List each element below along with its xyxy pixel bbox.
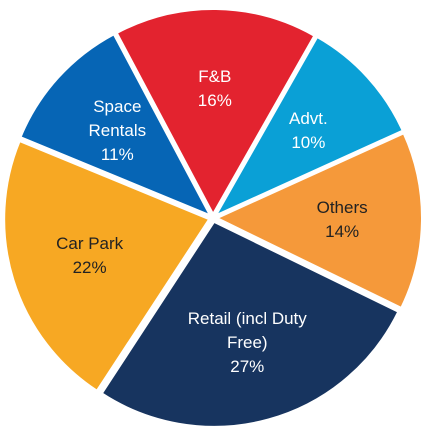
slice xyxy=(115,8,316,217)
value-label: 14% xyxy=(325,221,360,241)
slice-label: Space Rentals 11% xyxy=(77,95,157,167)
category-label: Car Park xyxy=(56,234,124,254)
category-label: Retail (incl Duty Free) xyxy=(187,308,307,352)
value-label: 27% xyxy=(230,356,265,376)
slice xyxy=(213,35,404,218)
value-label: 22% xyxy=(72,258,107,278)
category-label: Space Rentals xyxy=(88,97,147,141)
slice xyxy=(3,139,211,393)
category-label: Others xyxy=(316,197,368,217)
value-label: 16% xyxy=(197,90,232,110)
slice xyxy=(19,32,213,218)
slice-label: F&B 16% xyxy=(198,65,232,113)
slice-label: Car Park 22% xyxy=(56,232,123,280)
value-label: 10% xyxy=(291,132,326,152)
slice-label: Advt. 10% xyxy=(289,107,328,155)
category-label: F&B xyxy=(198,66,232,86)
value-label: 11% xyxy=(100,145,134,165)
slice xyxy=(100,220,400,428)
category-label: Advt. xyxy=(288,108,328,128)
slice-label: Retail (incl Duty Free) 27% xyxy=(177,307,317,379)
slice-label: Others 14% xyxy=(317,196,368,244)
slice xyxy=(214,132,423,310)
